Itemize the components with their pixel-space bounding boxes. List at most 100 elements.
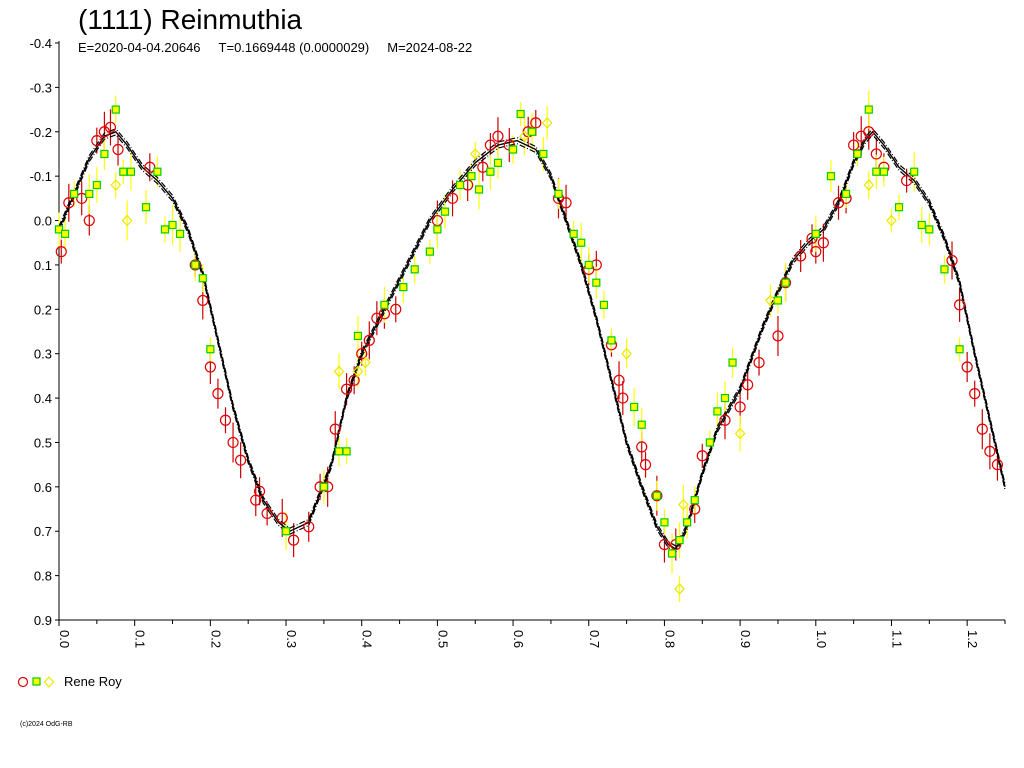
data-point-diamond <box>469 148 481 160</box>
data-point-circle <box>235 454 247 466</box>
y-tick-label: -0.1 <box>30 169 52 184</box>
data-point-square <box>342 447 351 456</box>
data-point-circle <box>696 450 708 462</box>
data-point-circle <box>227 436 239 449</box>
data-point-square <box>683 518 692 527</box>
data-point-square <box>281 527 291 536</box>
data-point-square <box>60 229 70 238</box>
y-tick-label: 0.9 <box>34 613 52 628</box>
data-point-square <box>160 225 170 234</box>
x-tick-label: 0.1 <box>133 630 148 648</box>
legend-markers <box>16 675 56 689</box>
data-point-square <box>675 536 684 545</box>
data-point-circle <box>946 254 958 267</box>
data-point-square <box>925 225 934 234</box>
data-point-square <box>456 180 465 190</box>
data-point-diamond <box>621 347 632 360</box>
legend-marker-icons <box>17 675 55 688</box>
legend-observer: Rene Roy <box>64 674 122 689</box>
data-point-square <box>425 247 434 256</box>
data-point-square <box>940 265 949 274</box>
data-point-square <box>353 331 363 341</box>
data-point-circle <box>719 414 731 426</box>
data-point-diamond <box>121 214 133 227</box>
data-point-square <box>660 518 669 527</box>
legend: Rene Roy <box>16 674 122 689</box>
data-point-square <box>917 220 926 230</box>
data-point-diamond <box>541 116 553 129</box>
data-point-circle <box>658 538 671 551</box>
y-tick-label: 0.2 <box>34 302 52 317</box>
legend-diamond-icon <box>43 675 55 688</box>
data-point-circle <box>639 459 652 471</box>
x-tick-label: 0.2 <box>208 630 223 648</box>
data-point-diamond <box>678 498 689 511</box>
chart-subtitle: E=2020-04-04.20646 T=0.1669448 (0.0000029… <box>78 40 490 55</box>
data-point-circle <box>261 507 273 520</box>
data-point-square <box>486 167 495 176</box>
x-tick-label: 1.0 <box>814 630 829 648</box>
y-tick-label: -0.4 <box>30 36 52 51</box>
x-tick-label: 0.0 <box>57 630 72 648</box>
data-point-circle <box>112 143 124 156</box>
y-tick-label: -0.2 <box>30 125 52 140</box>
data-point-square <box>527 127 537 136</box>
data-point-circle <box>83 214 95 227</box>
data-point-diamond <box>519 130 530 143</box>
data-point-diamond <box>110 179 122 191</box>
data-point-diamond <box>886 214 897 227</box>
y-tick-label: -0.3 <box>30 80 52 95</box>
data-point-circle <box>742 379 754 391</box>
data-point-square <box>630 402 639 412</box>
data-point-square <box>175 229 185 238</box>
error-bars <box>58 90 999 602</box>
data-point-diamond <box>360 356 371 369</box>
y-tick-label: 0.7 <box>34 524 52 539</box>
data-point-square <box>879 167 889 176</box>
data-point-circle <box>863 126 875 138</box>
data-point-circle <box>63 197 75 209</box>
data-point-square <box>206 345 215 354</box>
data-point-circle <box>636 441 648 453</box>
data-point-square <box>126 167 135 176</box>
data-point-square <box>872 167 881 176</box>
data-point-diamond <box>352 365 364 378</box>
data-point-diamond <box>863 179 875 191</box>
data-point-square <box>637 420 646 429</box>
data-point-circle <box>817 237 829 249</box>
data-point-square <box>539 149 548 159</box>
legend-square-icon <box>32 676 41 686</box>
data-point-circle <box>795 250 807 262</box>
data-point-square <box>474 185 484 194</box>
data-point-circle <box>91 135 103 147</box>
x-tick-label: 0.4 <box>360 630 375 648</box>
data-point-circle <box>779 277 792 289</box>
data-point-diamond <box>674 583 685 595</box>
data-point-circle <box>560 197 572 209</box>
y-tick-label: 0.6 <box>34 480 52 495</box>
data-point-circle <box>446 192 459 204</box>
y-tick-label: 0.0 <box>34 214 52 229</box>
data-point-square <box>399 283 408 292</box>
data-point-square <box>826 172 836 181</box>
data-point-circle <box>356 348 368 360</box>
data-point-square <box>100 149 109 159</box>
data-point-square <box>705 438 714 447</box>
x-tick-label: 0.7 <box>587 630 602 648</box>
data-point-square <box>198 274 207 283</box>
data-point-square <box>853 149 862 159</box>
data-point-circle <box>144 161 156 173</box>
data-point-square <box>607 336 616 345</box>
data-point-circle <box>734 401 746 413</box>
data-point-circle <box>810 246 822 258</box>
data-point-square <box>584 260 593 270</box>
data-point-square <box>781 278 790 287</box>
period-label: T=0.1669448 (0.0000029) <box>218 40 370 55</box>
data-point-square <box>467 172 476 181</box>
x-tick-label: 0.8 <box>662 630 677 648</box>
data-point-square <box>319 482 328 491</box>
data-point-circle <box>617 392 629 404</box>
data-point-circle <box>340 383 353 395</box>
data-point-diamond <box>333 365 345 378</box>
